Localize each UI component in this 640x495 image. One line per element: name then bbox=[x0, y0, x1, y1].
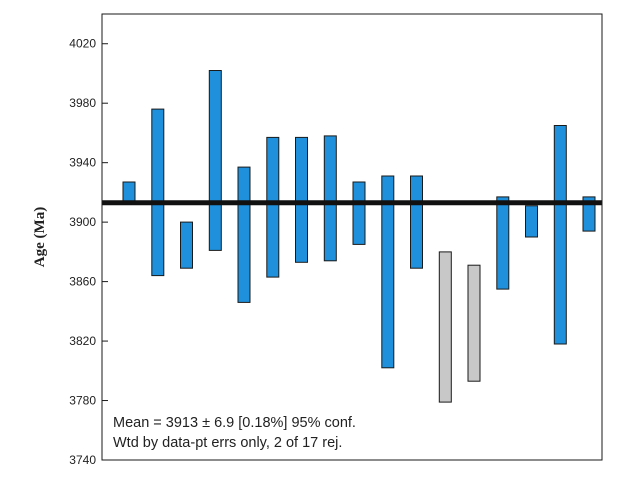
error-bar bbox=[237, 166, 251, 303]
mean-annotation: Mean = 3913 ± 6.9 [0.18%] 95% conf. bbox=[113, 415, 356, 431]
plot-frame bbox=[101, 13, 603, 461]
rejected-error-bar bbox=[467, 264, 481, 382]
y-tick-label: 3740 bbox=[69, 453, 96, 467]
y-tick-label: 3780 bbox=[69, 394, 96, 408]
error-bar bbox=[266, 136, 280, 278]
error-bar bbox=[352, 181, 366, 245]
rejected-error-bar bbox=[438, 251, 452, 403]
error-bar bbox=[525, 205, 538, 238]
rejection-annotation: Wtd by data-pt errs only, 2 of 17 rej. bbox=[113, 435, 342, 451]
bar-layer bbox=[122, 70, 596, 403]
y-tick-label: 3820 bbox=[69, 334, 96, 348]
error-bar bbox=[180, 221, 193, 269]
error-bar bbox=[323, 135, 337, 262]
error-bar bbox=[208, 70, 222, 251]
error-bar bbox=[410, 175, 423, 269]
y-axis-title: Age (Ma) bbox=[32, 207, 48, 267]
y-tick-label: 3940 bbox=[69, 156, 96, 170]
error-bar bbox=[295, 136, 308, 263]
tick-layer: 3740 3780 3820 3860 3900 3940 3980 4020 bbox=[69, 37, 108, 467]
error-bar bbox=[496, 196, 510, 290]
error-bar bbox=[151, 108, 165, 277]
y-tick-label: 4020 bbox=[69, 37, 96, 51]
error-bar bbox=[381, 175, 395, 369]
y-tick-label: 3860 bbox=[69, 275, 96, 289]
error-bar bbox=[553, 125, 567, 345]
y-tick-label: 3980 bbox=[69, 96, 96, 110]
error-bar bbox=[582, 196, 596, 232]
y-tick-label: 3900 bbox=[69, 215, 96, 229]
